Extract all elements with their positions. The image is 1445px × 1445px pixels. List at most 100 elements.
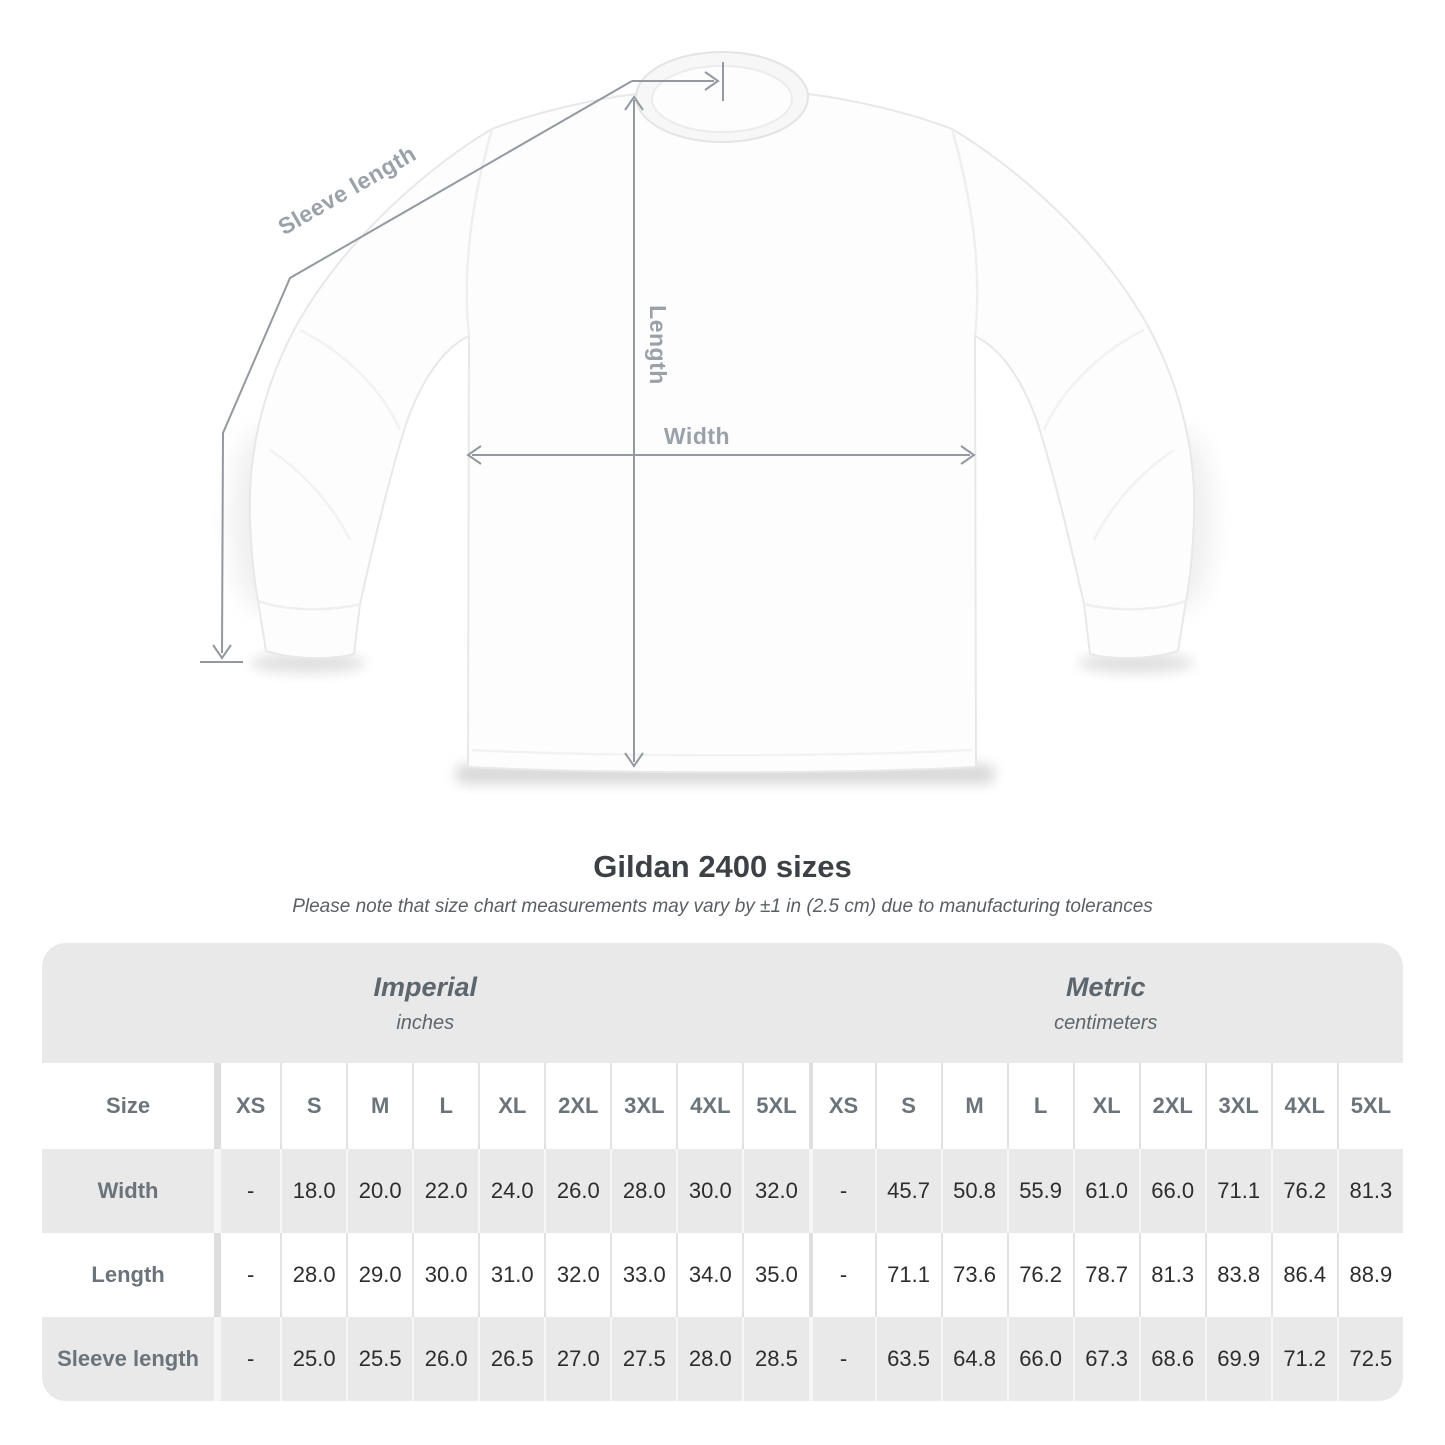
value-cell: 26.0 bbox=[544, 1149, 611, 1233]
value-cell: 86.4 bbox=[1270, 1233, 1337, 1317]
value-cell: 83.8 bbox=[1204, 1233, 1271, 1317]
size-table: Imperial inches Metric centimeters Size … bbox=[42, 943, 1403, 1401]
seam-lines bbox=[257, 128, 1187, 757]
value-cell: - bbox=[808, 1149, 875, 1233]
size-header-cell: 2XL bbox=[544, 1063, 611, 1149]
value-cell: 26.0 bbox=[412, 1317, 479, 1401]
width-arrowhead-right bbox=[960, 445, 976, 465]
value-cell: 61.0 bbox=[1072, 1149, 1139, 1233]
value-cell: 32.0 bbox=[742, 1149, 809, 1233]
value-cell: - bbox=[214, 1233, 281, 1317]
size-header-cell: XS bbox=[808, 1063, 875, 1149]
value-cell: 25.0 bbox=[280, 1317, 347, 1401]
value-cell: 33.0 bbox=[610, 1233, 677, 1317]
sleeve-length-arrowhead bbox=[212, 644, 232, 660]
length-arrowhead-bottom bbox=[624, 752, 644, 768]
page-subtitle: Please note that size chart measurements… bbox=[292, 896, 1153, 917]
size-header-cell: 3XL bbox=[610, 1063, 677, 1149]
value-cell: - bbox=[214, 1149, 281, 1233]
value-cell: 63.5 bbox=[874, 1317, 941, 1401]
width-label: Width bbox=[663, 423, 731, 449]
size-header-cell: 4XL bbox=[676, 1063, 743, 1149]
page-title: Gildan 2400 sizes bbox=[593, 849, 852, 884]
size-header-cell: XL bbox=[478, 1063, 545, 1149]
size-header-cell: 5XL bbox=[742, 1063, 809, 1149]
value-cell: 22.0 bbox=[412, 1149, 479, 1233]
value-cell: 28.0 bbox=[676, 1317, 743, 1401]
value-cell: 28.5 bbox=[742, 1317, 809, 1401]
value-cell: 81.3 bbox=[1336, 1149, 1403, 1233]
value-cell: 73.6 bbox=[940, 1233, 1007, 1317]
value-cell: 28.0 bbox=[610, 1149, 677, 1233]
value-cell: 78.7 bbox=[1072, 1233, 1139, 1317]
value-cell: 20.0 bbox=[346, 1149, 413, 1233]
row-label-cell: Length bbox=[42, 1233, 215, 1317]
size-header-cell: L bbox=[412, 1063, 479, 1149]
size-header-cell: 5XL bbox=[1336, 1063, 1403, 1149]
value-cell: 64.8 bbox=[940, 1317, 1007, 1401]
value-cell: 32.0 bbox=[544, 1233, 611, 1317]
size-header-cell: M bbox=[940, 1063, 1007, 1149]
value-cell: - bbox=[808, 1317, 875, 1401]
value-cell: 71.1 bbox=[874, 1233, 941, 1317]
value-cell: 27.5 bbox=[610, 1317, 677, 1401]
value-cell: 55.9 bbox=[1006, 1149, 1073, 1233]
value-cell: 72.5 bbox=[1336, 1317, 1403, 1401]
imperial-group-label: Imperial bbox=[373, 971, 478, 1002]
length-row: Length - 28.0 29.0 30.0 31.0 32.0 33.0 3… bbox=[42, 1233, 1403, 1317]
size-header-cell: 2XL bbox=[1138, 1063, 1205, 1149]
measurement-arrows bbox=[200, 62, 976, 768]
value-cell: 27.0 bbox=[544, 1317, 611, 1401]
size-header-cell: M bbox=[346, 1063, 413, 1149]
size-header-cell: S bbox=[874, 1063, 941, 1149]
row-label-cell: Width bbox=[42, 1149, 215, 1233]
metric-group-header: Metric centimeters bbox=[808, 943, 1403, 1063]
imperial-group-header: Imperial inches bbox=[42, 943, 809, 1063]
value-cell: 45.7 bbox=[874, 1149, 941, 1233]
value-cell: 76.2 bbox=[1006, 1233, 1073, 1317]
length-arrowhead-top bbox=[624, 95, 644, 111]
shirt-body-path bbox=[248, 93, 1196, 774]
value-cell: 30.0 bbox=[676, 1149, 743, 1233]
value-cell: 25.5 bbox=[346, 1317, 413, 1401]
value-cell: 68.6 bbox=[1138, 1317, 1205, 1401]
unit-group-header-row: Imperial inches Metric centimeters bbox=[42, 943, 1403, 1063]
sleeve-length-arrow-line bbox=[221, 80, 633, 654]
top-arrowhead bbox=[704, 71, 720, 91]
value-cell: 50.8 bbox=[940, 1149, 1007, 1233]
value-cell: 76.2 bbox=[1270, 1149, 1337, 1233]
size-header-cell: 4XL bbox=[1270, 1063, 1337, 1149]
size-table-container: Imperial inches Metric centimeters Size … bbox=[42, 943, 1403, 1401]
value-cell: 24.0 bbox=[478, 1149, 545, 1233]
size-header-cell: XL bbox=[1072, 1063, 1139, 1149]
value-cell: 69.9 bbox=[1204, 1317, 1271, 1401]
width-row: Width - 18.0 20.0 22.0 24.0 26.0 28.0 30… bbox=[42, 1149, 1403, 1233]
size-header-cell: XS bbox=[214, 1063, 281, 1149]
shirt-measurement-diagram: Sleeve length Length Width bbox=[200, 51, 1212, 784]
shirt-diagram-svg bbox=[200, 51, 1212, 784]
width-arrowhead-left bbox=[466, 445, 482, 465]
value-cell: 18.0 bbox=[280, 1149, 347, 1233]
value-cell: 88.9 bbox=[1336, 1233, 1403, 1317]
value-cell: 71.1 bbox=[1204, 1149, 1271, 1233]
value-cell: 31.0 bbox=[478, 1233, 545, 1317]
value-cell: 30.0 bbox=[412, 1233, 479, 1317]
value-cell: - bbox=[214, 1317, 281, 1401]
value-cell: 26.5 bbox=[478, 1317, 545, 1401]
value-cell: 67.3 bbox=[1072, 1317, 1139, 1401]
value-cell: 34.0 bbox=[676, 1233, 743, 1317]
size-header-cell: S bbox=[280, 1063, 347, 1149]
imperial-group-unit: inches bbox=[396, 1011, 455, 1034]
value-cell: 28.0 bbox=[280, 1233, 347, 1317]
value-cell: 66.0 bbox=[1006, 1317, 1073, 1401]
size-header-cell: 3XL bbox=[1204, 1063, 1271, 1149]
value-cell: 35.0 bbox=[742, 1233, 809, 1317]
value-cell: 81.3 bbox=[1138, 1233, 1205, 1317]
size-column-header: Size bbox=[42, 1063, 215, 1149]
metric-group-unit: centimeters bbox=[1054, 1011, 1158, 1034]
value-cell: 66.0 bbox=[1138, 1149, 1205, 1233]
sleeve-length-row: Sleeve length - 25.0 25.5 26.0 26.5 27.0… bbox=[42, 1317, 1403, 1401]
value-cell: 71.2 bbox=[1270, 1317, 1337, 1401]
size-header-row: Size XS S M L XL 2XL 3XL 4XL 5XL XS S M … bbox=[42, 1063, 1403, 1149]
